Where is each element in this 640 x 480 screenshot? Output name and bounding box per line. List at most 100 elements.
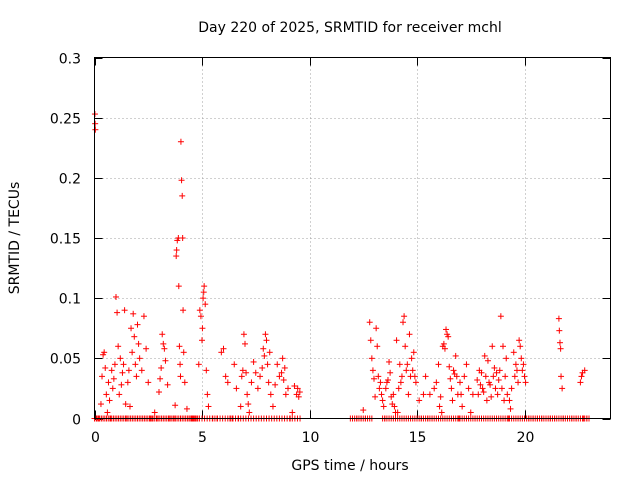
data-point — [180, 349, 187, 356]
data-point — [203, 367, 210, 374]
data-point — [366, 319, 373, 326]
data-point — [401, 313, 408, 320]
data-point — [183, 405, 190, 412]
data-point — [474, 376, 481, 383]
data-point — [224, 379, 231, 386]
data-point — [269, 403, 276, 410]
data-point — [452, 352, 459, 359]
data-point — [402, 343, 409, 350]
data-point — [450, 367, 457, 374]
data-point — [262, 331, 269, 338]
data-point — [391, 403, 398, 410]
data-point — [384, 376, 391, 383]
data-point — [390, 391, 397, 398]
data-point — [204, 391, 211, 398]
data-point — [131, 333, 138, 340]
data-point — [481, 352, 488, 359]
x-tick-label: 20 — [517, 430, 535, 446]
data-point — [477, 381, 484, 388]
data-point — [99, 373, 106, 380]
data-point — [295, 393, 302, 400]
data-point — [360, 407, 367, 414]
data-point — [252, 369, 259, 376]
data-point — [377, 379, 384, 386]
data-point — [243, 369, 250, 376]
data-point — [239, 367, 246, 374]
data-point — [272, 381, 279, 388]
data-point — [195, 361, 202, 368]
data-point — [469, 391, 476, 398]
data-point — [129, 349, 136, 356]
data-point — [172, 402, 179, 409]
data-point — [581, 367, 588, 374]
y-tick-label: 0.25 — [50, 112, 81, 128]
data-point — [400, 319, 407, 326]
data-point — [200, 295, 207, 302]
data-point — [125, 367, 132, 374]
data-point — [488, 393, 495, 400]
data-point — [179, 192, 186, 199]
data-point — [465, 385, 472, 392]
data-point — [109, 385, 116, 392]
data-point — [398, 373, 405, 380]
data-point — [222, 373, 229, 380]
data-point — [175, 283, 182, 290]
data-point — [412, 379, 419, 386]
data-point — [557, 345, 564, 352]
data-point — [431, 385, 438, 392]
data-point — [199, 337, 205, 344]
data-point — [475, 391, 482, 398]
data-point — [279, 355, 286, 362]
y-tick-label: 0.3 — [59, 52, 81, 68]
data-point — [178, 177, 185, 184]
data-point — [124, 379, 131, 386]
data-point — [120, 361, 127, 368]
data-point — [259, 364, 266, 371]
data-point — [233, 385, 240, 392]
data-point — [254, 385, 261, 392]
data-point — [145, 379, 152, 386]
data-point — [422, 373, 429, 380]
data-point — [489, 343, 496, 350]
data-point — [281, 364, 288, 371]
data-point — [406, 331, 413, 338]
data-point — [408, 355, 415, 362]
data-point — [494, 391, 501, 398]
data-point — [506, 397, 513, 404]
data-point — [482, 373, 489, 380]
data-point — [458, 391, 465, 398]
data-point — [459, 403, 466, 410]
data-point — [177, 373, 184, 380]
y-tick-label: 0 — [72, 413, 81, 429]
data-point — [117, 355, 124, 362]
data-point — [493, 369, 500, 376]
data-point — [510, 349, 517, 356]
x-tick-label: 10 — [302, 430, 320, 446]
chart-title: Day 220 of 2025, SRMTID for receiver mch… — [198, 20, 502, 36]
data-point — [521, 373, 528, 380]
data-point — [503, 355, 510, 362]
data-point — [491, 364, 498, 371]
data-point — [367, 337, 374, 344]
data-point — [555, 315, 562, 322]
data-point — [92, 126, 99, 133]
data-point — [202, 301, 209, 308]
data-point — [438, 409, 445, 416]
data-point — [483, 397, 490, 404]
data-point — [441, 345, 448, 352]
data-point — [97, 401, 104, 408]
data-point — [411, 373, 418, 380]
data-point — [467, 409, 474, 416]
data-point — [492, 385, 499, 392]
data-point — [157, 375, 164, 382]
data-point — [240, 331, 247, 338]
data-point — [173, 247, 180, 254]
data-point — [159, 331, 166, 338]
x-tick-label: 15 — [409, 430, 427, 446]
data-point — [508, 385, 515, 392]
data-point — [151, 409, 158, 416]
data-point — [374, 343, 381, 350]
data-point — [516, 337, 523, 344]
data-point — [164, 381, 171, 388]
